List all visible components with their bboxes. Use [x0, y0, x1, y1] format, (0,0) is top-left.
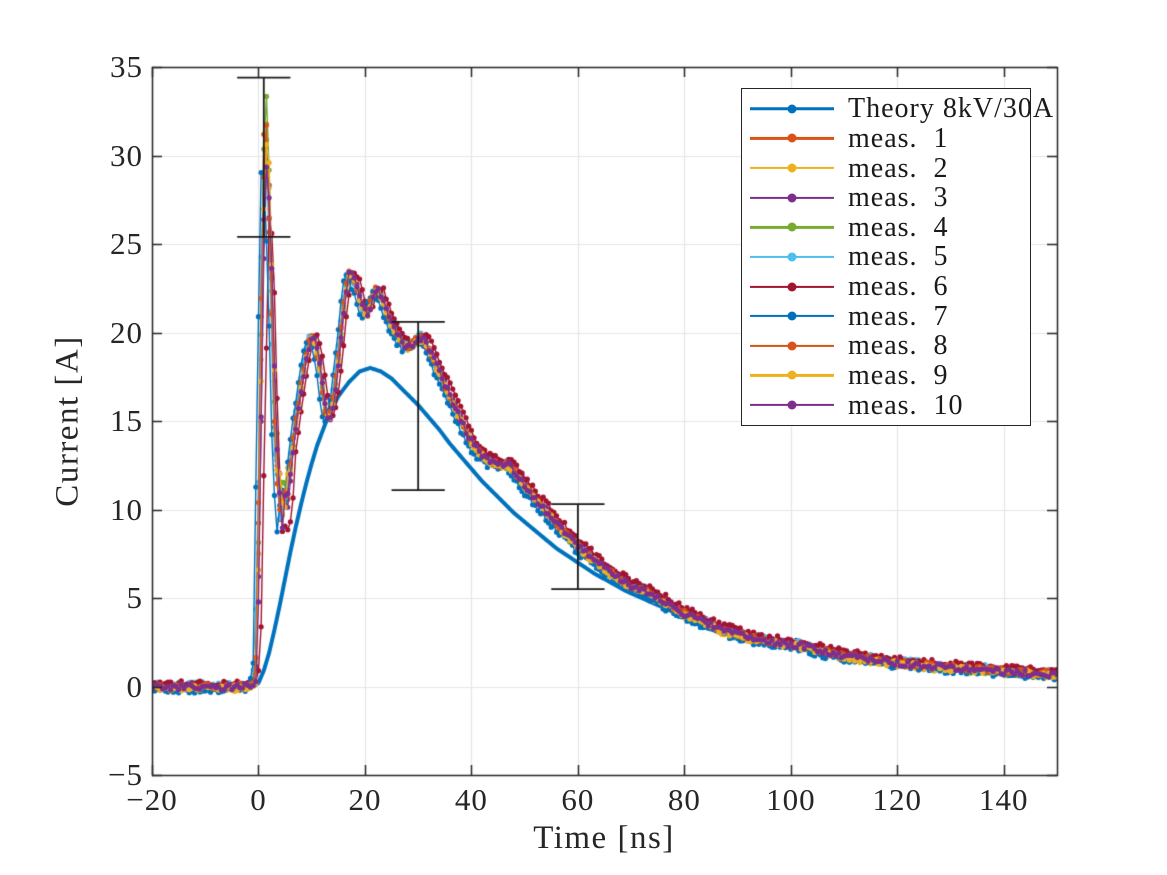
y-tick-label: 20 [110, 314, 143, 350]
legend-line-marker-swatch [750, 221, 834, 233]
y-tick-label: 30 [110, 137, 143, 173]
legend-label: meas. 6 [848, 271, 949, 303]
legend-marker-dot-icon [787, 133, 797, 143]
legend-label: meas. 3 [848, 182, 949, 214]
legend-marker-dot-icon [787, 311, 797, 321]
legend: Theory 8kV/30A meas. 1 meas. 2 meas. 3 meas.… [741, 88, 1053, 426]
y-tick-label: 5 [126, 580, 143, 615]
legend-label: Theory 8kV/30A [848, 93, 1055, 125]
legend-entry: meas. 6 [750, 272, 1030, 301]
y-tick-label: 35 [110, 49, 143, 84]
legend-label: meas. 2 [848, 152, 949, 184]
y-tick-label: 25 [110, 226, 143, 261]
legend-marker-dot-icon [787, 222, 797, 232]
legend-entry: meas. 4 [750, 213, 1030, 242]
legend-line-marker-swatch [750, 192, 834, 204]
legend-line-marker-swatch [750, 310, 834, 322]
legend-entry: meas. 8 [750, 331, 1030, 360]
y-tick-label: 0 [126, 668, 143, 704]
legend-line-marker-swatch [750, 132, 834, 144]
legend-line-marker-swatch [750, 251, 834, 263]
legend-entry: meas. 2 [750, 154, 1030, 183]
x-tick-label: 120 [872, 782, 923, 817]
y-axis-label: Current [A] [49, 335, 86, 507]
legend-line-marker-swatch [750, 162, 834, 174]
x-axis-label: Time [ns] [533, 820, 675, 856]
legend-label: meas. 1 [848, 122, 949, 154]
x-tick-label: 80 [667, 782, 701, 817]
legend-entry: meas. 7 [750, 302, 1030, 331]
legend-line-marker-swatch [750, 281, 834, 293]
legend-label: meas. 10 [848, 389, 964, 421]
legend-label: meas. 7 [848, 300, 949, 332]
x-tick-label: 140 [979, 782, 1029, 817]
legend-label: meas. 8 [848, 330, 949, 362]
x-tick-label: 60 [561, 782, 595, 817]
legend-marker-dot-icon [787, 282, 797, 292]
legend-marker-dot-icon [787, 104, 797, 114]
legend-label: meas. 5 [848, 241, 949, 273]
x-tick-label: 100 [766, 782, 816, 817]
legend-marker-dot-icon [787, 370, 797, 380]
legend-entry: meas. 9 [750, 361, 1030, 390]
legend-entry: meas. 3 [750, 183, 1030, 212]
x-tick-label: −20 [126, 782, 178, 817]
x-tick-label: 20 [348, 782, 382, 817]
x-tick-label: 0 [250, 782, 267, 817]
legend-line-marker-swatch [750, 340, 834, 352]
legend-label: meas. 4 [848, 211, 949, 243]
legend-entry: meas. 1 [750, 124, 1030, 153]
legend-marker-dot-icon [787, 163, 797, 173]
legend-marker-dot-icon [787, 252, 797, 262]
legend-marker-dot-icon [787, 341, 797, 351]
legend-line-marker-swatch [750, 399, 834, 411]
y-tick-label: 10 [110, 491, 143, 527]
y-tick-label: 15 [110, 403, 143, 438]
legend-marker-dot-icon [787, 400, 797, 410]
legend-entry: meas. 10 [750, 391, 1030, 420]
legend-line-marker-swatch [750, 103, 834, 115]
legend-entry: meas. 5 [750, 242, 1030, 271]
legend-line-marker-swatch [750, 369, 834, 381]
x-tick-label: 40 [454, 782, 488, 817]
legend-entry: Theory 8kV/30A [750, 94, 1053, 123]
legend-marker-dot-icon [787, 193, 797, 203]
legend-label: meas. 9 [848, 359, 949, 391]
y-tick-label: −5 [108, 757, 143, 792]
